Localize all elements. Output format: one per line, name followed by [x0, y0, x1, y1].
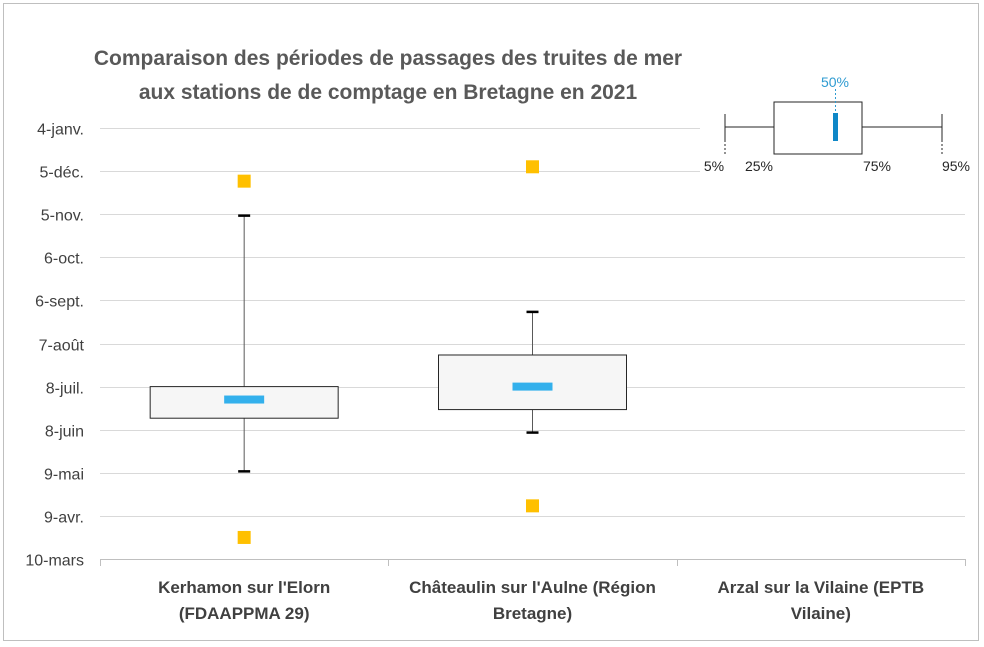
y-tick-label: 8-juil.: [46, 381, 84, 398]
y-tick-label: 4-janv.: [37, 122, 84, 139]
legend-label-75: 75%: [863, 158, 891, 174]
legend-label-5: 5%: [704, 158, 724, 174]
y-tick-label: 7-août: [39, 338, 85, 355]
legend-label-50: 50%: [821, 74, 849, 90]
y-axis: 10-mars 9-avr. 9-mai 8-juin 8-juil. 7-août 6-s…: [25, 122, 84, 570]
iqr-box: [438, 354, 627, 411]
median-marker: [512, 382, 553, 391]
chart-title-line-1: Comparaison des périodes de passages des…: [94, 47, 682, 70]
category-label: Vilaine): [791, 604, 851, 623]
y-tick-label: 5-nov.: [41, 208, 84, 225]
y-tick-label: 9-avr.: [44, 510, 84, 527]
category-label: Bretagne): [493, 604, 572, 623]
chart-title: Comparaison des périodes de passages des…: [94, 47, 682, 104]
y-tick-label: 9-mai: [44, 467, 84, 484]
max-marker: [237, 174, 251, 188]
y-tick-label: 6-oct.: [44, 251, 84, 268]
max-marker: [526, 160, 539, 174]
legend-label-25: 25%: [745, 158, 773, 174]
min-marker: [237, 530, 251, 544]
box-group: [149, 174, 339, 544]
y-tick-label: 6-sept.: [35, 294, 84, 311]
category-label: Châteaulin sur l'Aulne (Région: [409, 578, 656, 597]
legend-box-shape: [773, 101, 863, 155]
box-group: [438, 160, 627, 513]
y-tick-label: 5-déc.: [40, 165, 84, 182]
min-marker: [526, 499, 539, 513]
chart-title-line-2: aux stations de de comptage en Bretagne …: [139, 81, 638, 104]
y-tick-label: 10-mars: [25, 553, 84, 570]
legend-box: 50% 5% 25% 75% 95%: [700, 70, 970, 182]
median-marker: [224, 395, 265, 404]
legend-label-95: 95%: [942, 158, 970, 174]
y-tick-label: 8-juin: [45, 424, 84, 441]
boxplot-series: [149, 160, 627, 544]
x-axis: [100, 559, 966, 566]
category-label: Arzal sur la Vilaine (EPTB: [718, 578, 925, 597]
legend-median-marker: [833, 113, 838, 141]
category-labels: Kerhamon sur l'Elorn (FDAAPPMA 29) Château…: [158, 578, 924, 623]
category-label: (FDAAPPMA 29): [179, 604, 310, 623]
category-label: Kerhamon sur l'Elorn: [158, 578, 330, 597]
